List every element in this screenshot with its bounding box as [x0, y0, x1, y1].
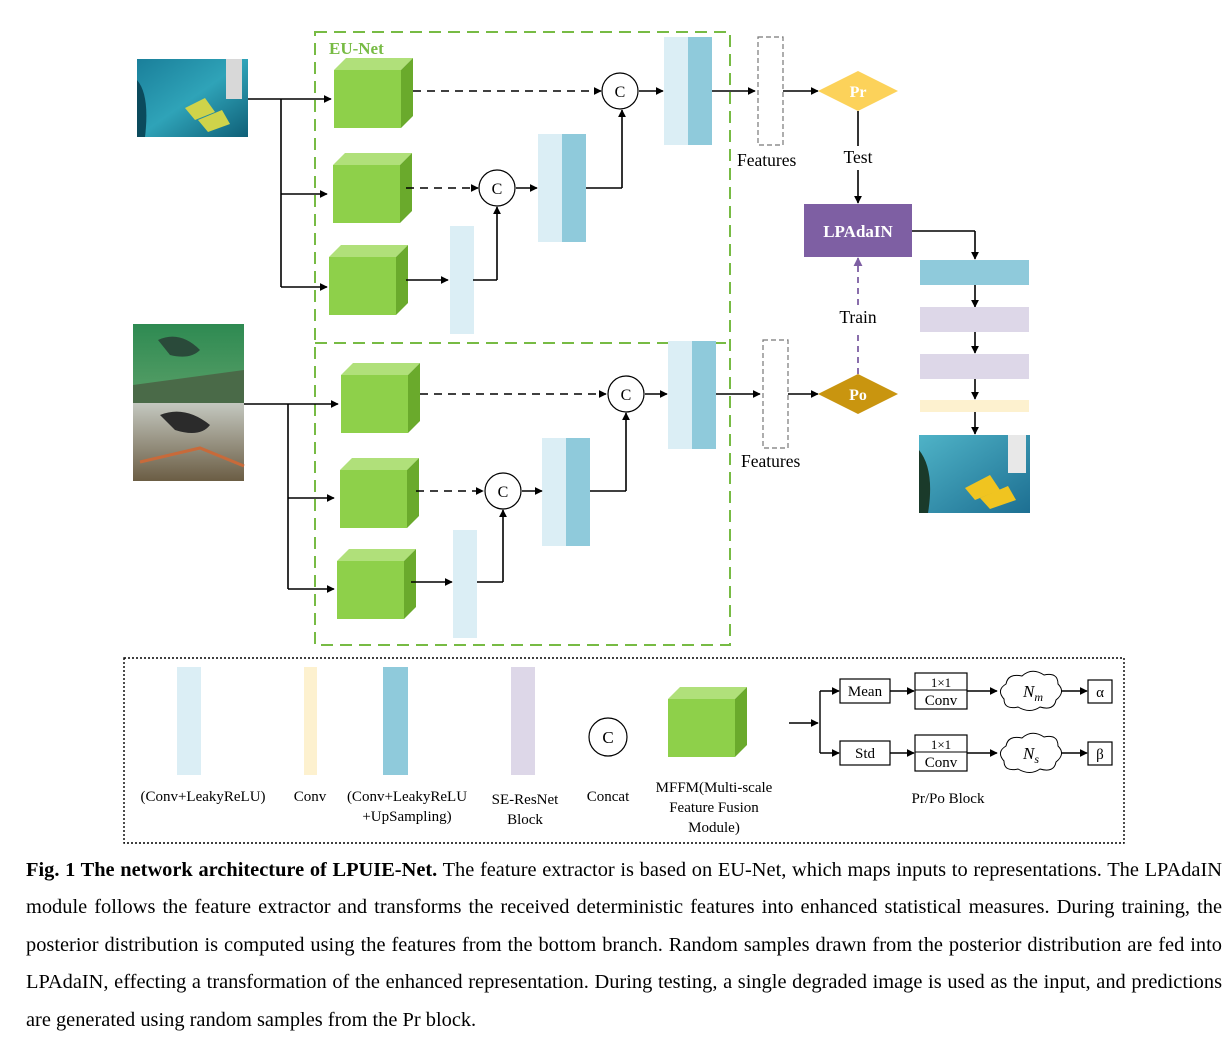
decoder-stack — [912, 230, 1029, 435]
legend-label-concat: Concat — [587, 789, 630, 805]
legend-label-mffm: MFFM(Multi-scale Feature Fusion Module) — [656, 780, 773, 836]
cloud-ns: Ns — [1000, 732, 1062, 773]
mffm-cube-bottom-2 — [340, 458, 419, 528]
mean-box — [839, 678, 891, 704]
svg-text:C: C — [492, 181, 503, 198]
bar-up-bottom-mid-light — [542, 438, 566, 546]
pr-label: Pr — [850, 84, 867, 101]
legend-swatch-conv — [304, 667, 317, 775]
svg-text:Nm: Nm — [1022, 682, 1043, 704]
input-image-pair — [133, 324, 245, 481]
bar-conv-bottom — [453, 530, 477, 638]
bar-up-top-mid-dark — [562, 134, 586, 242]
po-diamond: Po — [818, 374, 898, 414]
cloud-nm: Nm — [1000, 670, 1062, 711]
features-label-top: Features — [737, 150, 796, 170]
mffm-cube-bottom-3 — [337, 549, 416, 619]
svg-text:Mean: Mean — [848, 684, 883, 700]
bar-up-top-light — [664, 37, 688, 145]
mffm-cube-top-3 — [329, 245, 408, 315]
legend-swatch-upsampling — [383, 667, 408, 775]
alpha-box — [1087, 679, 1113, 704]
svg-text:C: C — [621, 387, 632, 404]
lpadain-box: LPAdaIN — [804, 204, 912, 257]
lpadain-label: LPAdaIN — [823, 222, 893, 241]
bar-up-bottom-light — [668, 341, 692, 449]
decoder-se-resnet-layer-1 — [920, 307, 1029, 332]
legend-frame — [123, 657, 1125, 844]
concat-top-1: C — [601, 72, 639, 110]
legend-swatch-conv-leakyrelu — [177, 667, 201, 775]
beta-box — [1087, 741, 1113, 766]
decoder-conv-layer — [920, 400, 1029, 412]
svg-text:C: C — [498, 484, 509, 501]
svg-text:C: C — [602, 728, 613, 747]
features-box-bottom — [762, 339, 789, 449]
svg-text:Ns: Ns — [1022, 744, 1039, 766]
train-label: Train — [839, 307, 877, 327]
bar-conv-top — [450, 226, 474, 334]
po-label: Po — [849, 387, 867, 404]
bar-up-top-dark — [688, 37, 712, 145]
legend-label-se-resnet-block: SE-ResNet Block — [492, 792, 559, 828]
svg-text:Conv: Conv — [925, 693, 958, 709]
eunet-label: EU-Net — [329, 39, 384, 58]
conv-box-top — [914, 672, 968, 710]
test-label: Test — [844, 147, 873, 167]
bar-up-bottom-dark — [692, 341, 716, 449]
output-image-enhanced — [919, 435, 1030, 513]
svg-text:α: α — [1096, 685, 1104, 701]
mffm-cube-top-1 — [334, 58, 413, 128]
decoder-upsampling-layer — [920, 260, 1029, 285]
bar-up-bottom-mid-dark — [566, 438, 590, 546]
input-image-degraded — [137, 59, 248, 137]
features-box-top — [757, 36, 784, 146]
decoder-se-resnet-layer-2 — [920, 354, 1029, 379]
caption-body: The feature extractor is based on EU-Net… — [26, 859, 1222, 1031]
legend-label-conv-leakyrelu-upsampling: (Conv+LeakyReLU +UpSampling) — [347, 789, 467, 825]
prpo-block: Mean Std 1×1 Conv 1×1 Conv Nm Ns α β Pr/… — [789, 670, 1113, 807]
svg-text:1×1: 1×1 — [931, 675, 951, 690]
prpo-block-title: Pr/Po Block — [912, 791, 985, 807]
legend-label-conv-leakyrelu: (Conv+LeakyReLU) — [140, 789, 265, 805]
mffm-cube-bottom-1 — [341, 363, 420, 433]
bar-up-top-mid-light — [538, 134, 562, 242]
figure-caption: Fig. 1 The network architecture of LPUIE… — [26, 852, 1222, 1039]
input-wiring-bottom — [244, 400, 339, 593]
features-label-bottom: Features — [741, 451, 800, 471]
caption-title: Fig. 1 The network architecture of LPUIE… — [26, 859, 438, 881]
svg-text:Std: Std — [855, 746, 876, 762]
concat-top-2: C — [478, 169, 516, 207]
architecture-diagram: EU-Net C C C C — [123, 31, 1125, 844]
concat-bottom-1: C — [607, 375, 645, 413]
mffm-cube-top-2 — [333, 153, 412, 223]
concat-bottom-2: C — [484, 472, 522, 510]
legend-mffm-cube — [668, 687, 747, 757]
legend-label-conv: Conv — [294, 789, 327, 805]
connections-bottom-branch — [411, 390, 819, 586]
pr-diamond: Pr — [818, 71, 898, 111]
connections-top-branch — [406, 87, 819, 284]
legend-swatch-se-resnet — [511, 667, 535, 775]
svg-text:Conv: Conv — [925, 755, 958, 771]
input-wiring-top — [248, 95, 332, 291]
svg-text:β: β — [1096, 747, 1104, 763]
svg-text:1×1: 1×1 — [931, 737, 951, 752]
svg-text:C: C — [615, 84, 626, 101]
legend-concat-symbol: C — [588, 717, 628, 757]
eunet-frame — [314, 31, 731, 646]
